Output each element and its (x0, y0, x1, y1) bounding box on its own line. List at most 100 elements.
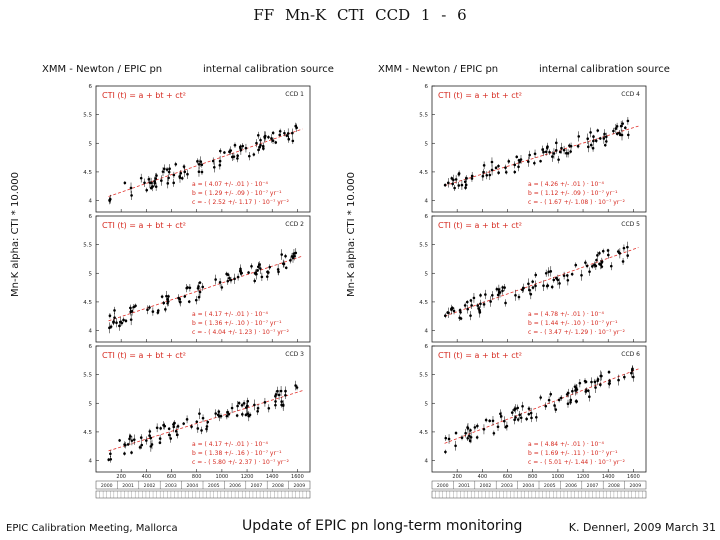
data-point (162, 301, 166, 305)
data-point (167, 427, 171, 431)
ccd-panel: 4 4.5 5 5.5 6 CTI (t) = a + bt + ct² CCD 3 a = … (83, 344, 311, 473)
data-point (497, 164, 500, 168)
data-point (161, 170, 165, 173)
data-point (528, 153, 531, 157)
data-point (552, 278, 556, 282)
data-point (489, 300, 492, 303)
coef-a: a = ( 4.26 +/- .01 ) · 10⁻⁴ (528, 181, 604, 188)
data-point (108, 314, 112, 318)
data-point (547, 398, 551, 402)
data-point (258, 145, 261, 149)
data-point (274, 393, 278, 396)
data-point (124, 319, 128, 323)
data-point (177, 296, 180, 300)
data-point (180, 176, 184, 180)
fit-line (444, 125, 639, 187)
footer-title: Update of EPIC pn long-term monitoring (242, 518, 523, 534)
data-point (551, 155, 554, 158)
source-label: internal calibration source (203, 64, 334, 75)
data-point (256, 265, 260, 269)
data-point (244, 406, 248, 409)
data-point (291, 256, 295, 260)
data-point (149, 186, 153, 190)
ccd-plots-right: 4 4.5 5 5.5 6 CTI (t) = a + bt + ct² CCD 4 a = … (419, 84, 647, 499)
data-point (450, 177, 454, 180)
data-point (626, 133, 630, 137)
data-point (281, 262, 285, 265)
data-point (484, 293, 487, 296)
data-point (562, 148, 566, 152)
data-point (163, 424, 167, 428)
data-point (178, 300, 182, 304)
data-point (542, 150, 545, 154)
data-point (534, 284, 537, 288)
data-point (617, 378, 620, 382)
data-point (599, 374, 603, 378)
data-point (198, 290, 202, 294)
data-point (270, 137, 273, 140)
data-point (531, 286, 535, 289)
data-point (606, 253, 610, 257)
data-point (501, 289, 504, 293)
data-point (513, 170, 517, 174)
data-point (490, 160, 494, 164)
data-point (550, 285, 554, 289)
data-point (615, 132, 619, 136)
data-point (244, 146, 248, 150)
data-point (469, 299, 473, 302)
data-point (515, 155, 519, 159)
data-point (130, 451, 133, 454)
data-point (257, 148, 260, 152)
coef-b: b = ( 1.69 +/- .11 ) · 10⁻⁷ yr⁻¹ (528, 450, 618, 457)
data-point (623, 126, 627, 130)
data-point (160, 295, 164, 298)
year-label: 2002 (144, 483, 156, 489)
data-point (599, 383, 602, 387)
data-point (205, 427, 208, 431)
data-point (514, 416, 517, 419)
data-point (214, 412, 218, 415)
data-point (160, 179, 163, 182)
data-point (517, 158, 521, 162)
y-tick-label: 4 (425, 329, 429, 335)
year-label: 2003 (165, 483, 177, 489)
data-point (108, 199, 111, 202)
data-point (454, 431, 458, 435)
model-label: CTI (t) = a + bt + ct² (102, 351, 186, 360)
data-point (476, 304, 479, 307)
data-point (291, 139, 295, 143)
data-point (107, 458, 111, 462)
data-point (200, 170, 204, 174)
data-point (162, 167, 166, 171)
data-point (618, 131, 621, 135)
data-point (557, 398, 561, 402)
data-point (492, 431, 496, 435)
y-tick-label: 5.5 (83, 373, 92, 379)
data-point (166, 182, 170, 185)
y-tick-label: 6 (89, 344, 93, 350)
data-point (176, 425, 180, 428)
data-point (250, 265, 253, 268)
data-point (291, 131, 294, 135)
time-axis: 200 400 600 800 1000 1200 1400 1600 2000 2001 2002… (431, 474, 647, 499)
data-point (190, 425, 193, 428)
data-point (241, 144, 245, 148)
fit-line (108, 390, 303, 452)
data-point (531, 280, 534, 283)
data-point (256, 269, 259, 272)
data-point (596, 379, 599, 383)
data-point (260, 275, 264, 279)
data-point (236, 157, 239, 160)
coef-a: a = ( 4.84 +/- .01 ) · 10⁻⁴ (528, 441, 604, 448)
data-point (444, 450, 447, 454)
data-point (467, 434, 471, 438)
data-point (466, 436, 470, 440)
fit-line (108, 128, 303, 197)
data-point (149, 436, 153, 440)
data-point (521, 404, 524, 408)
data-point (494, 166, 498, 170)
coef-c: c = - ( 4.04 +/- 1.23 ) · 10⁻⁷ yr⁻² (192, 329, 289, 336)
data-point (109, 457, 113, 461)
data-point (294, 124, 297, 128)
y-tick-label: 5 (425, 401, 429, 407)
